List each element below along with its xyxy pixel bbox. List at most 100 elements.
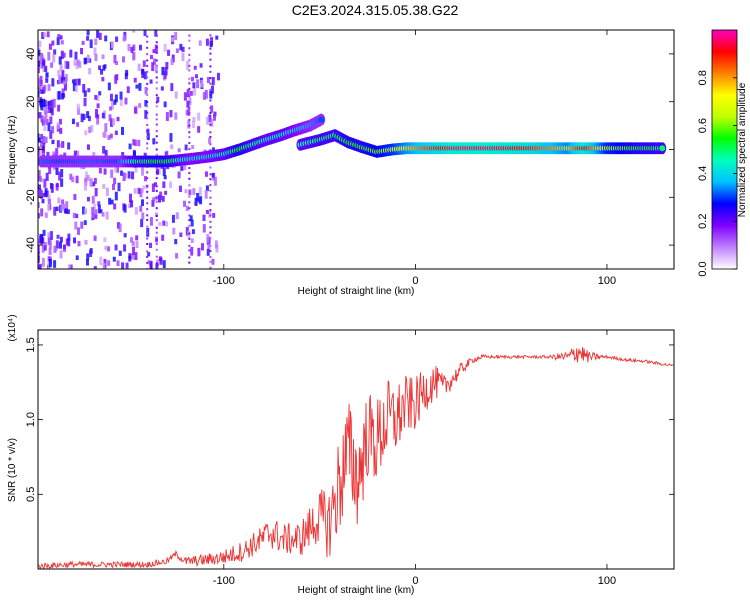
spectrogram-speckle	[134, 207, 138, 215]
spectrogram-speckle	[56, 140, 60, 148]
spectrogram-speckle	[153, 58, 157, 65]
spectrogram-speckle	[188, 207, 191, 210]
spectrogram-speckle	[55, 167, 59, 176]
spectrogram-speckle	[62, 80, 66, 85]
spectrogram-speckle	[155, 113, 158, 116]
spectrogram-speckle	[38, 175, 42, 182]
spectrogram-speckle	[129, 193, 133, 203]
spectrogram-speckle	[191, 145, 195, 150]
spectrogram-speckle	[190, 238, 194, 243]
spectrogram-speckle	[87, 115, 91, 122]
spectrogram-speckle	[188, 77, 191, 80]
spectrogram-speckle	[96, 30, 100, 38]
spectrogram-speckle	[48, 43, 52, 50]
spectrogram-speckle	[69, 173, 73, 180]
spectrogram-speckle	[185, 226, 189, 236]
spectrogram-speckle	[155, 101, 158, 104]
colorbar-tick-label: 0.4	[697, 166, 709, 181]
spectrogram-speckle	[82, 206, 86, 215]
spectrogram-speckle	[104, 35, 108, 42]
spectrogram-speckle	[109, 93, 113, 102]
spectrogram-speckle	[188, 189, 192, 196]
spectrogram-trace-point	[318, 116, 325, 123]
spectrogram-speckle	[80, 113, 84, 123]
spectrogram-speckle	[76, 150, 80, 158]
spectrogram-speckle	[111, 118, 115, 126]
spectrogram-speckle	[63, 82, 67, 91]
spectrogram-speckle	[43, 99, 47, 107]
spectrogram-speckle	[155, 255, 158, 258]
spectrogram-speckle	[209, 88, 212, 91]
spectrogram-speckle	[116, 116, 120, 122]
spectrogram-speckle	[78, 61, 82, 68]
spectrogram-speckle	[209, 226, 212, 229]
spectrogram-speckle	[46, 31, 50, 38]
spectrogram-speckle	[146, 255, 149, 258]
spectrogram-speckle	[165, 221, 169, 227]
spectrogram-speckle	[209, 184, 212, 187]
spectrogram-speckle	[169, 109, 173, 118]
snr-x-label: Height of straight line (km)	[298, 585, 415, 596]
spectrogram-speckle	[121, 262, 125, 269]
spectrogram-y-tick-label: -40	[25, 237, 37, 253]
spectrogram-speckle	[174, 31, 178, 41]
spectrogram-speckle	[210, 119, 214, 127]
spectrogram-speckle	[206, 248, 210, 256]
spectrogram-speckle	[199, 63, 203, 68]
spectrogram-speckle	[209, 112, 212, 115]
spectrogram-speckle	[146, 202, 149, 205]
spectrogram-speckle	[209, 107, 212, 110]
spectrogram-speckle	[146, 190, 149, 193]
spectrogram-speckle	[102, 184, 106, 189]
spectrogram-speckle	[116, 222, 120, 229]
spectrogram-speckle	[209, 173, 212, 176]
spectrogram-speckle	[209, 118, 212, 121]
spectrogram-speckle	[128, 143, 132, 150]
spectrogram-speckle	[146, 196, 149, 199]
spectrogram-speckle	[96, 95, 100, 102]
spectrogram-speckle	[103, 168, 107, 175]
spectrogram-speckle	[43, 32, 47, 37]
spectrogram-speckle	[39, 55, 43, 65]
spectrogram-speckle	[38, 40, 42, 47]
spectrogram-speckle	[124, 97, 128, 105]
spectrogram-speckle	[101, 54, 105, 60]
spectrogram-speckle	[155, 130, 158, 133]
spectrogram-speckle	[158, 221, 162, 227]
spectrogram-speckle	[61, 88, 65, 96]
spectrogram-speckle	[38, 239, 40, 245]
spectrogram-speckle	[170, 83, 174, 92]
spectrogram-speckle	[104, 245, 108, 251]
spectrogram-speckle	[146, 250, 149, 253]
chart-title: C2E3.2024.315.05.38.G22	[291, 2, 459, 18]
spectrogram-speckle	[71, 118, 75, 125]
spectrogram-speckle	[206, 116, 210, 125]
spectrogram-speckle	[155, 141, 158, 144]
spectrogram-speckle	[163, 43, 167, 52]
spectrogram-speckle	[94, 53, 98, 62]
spectrogram-speckle	[206, 233, 210, 243]
spectrogram-speckle	[62, 244, 66, 250]
spectrogram-speckle	[144, 110, 148, 119]
spectrogram-speckle	[67, 238, 71, 247]
spectrogram-speckle	[188, 59, 191, 62]
spectrogram-speckle	[93, 47, 97, 56]
spectrogram-speckle	[87, 88, 91, 93]
snr-axes: -100 0 100 0.5 1.0 1.5	[25, 330, 674, 587]
snr-x-tick-label: 0	[412, 575, 418, 587]
spectrogram-speckle	[39, 143, 43, 150]
spectrogram-speckle	[44, 111, 48, 119]
snr-y-tick-label: 0.5	[25, 487, 37, 502]
spectrogram-speckle	[65, 73, 69, 82]
spectrogram-speckle	[38, 213, 41, 219]
spectrogram-speckle	[60, 78, 64, 83]
spectrogram-speckle	[152, 49, 156, 54]
spectrogram-speckle	[188, 148, 191, 151]
spectrogram-speckle	[187, 120, 191, 129]
spectrogram-speckle	[209, 135, 212, 138]
spectrogram-speckle	[113, 203, 117, 210]
spectrogram-speckle	[81, 40, 85, 45]
spectrogram-speckle	[175, 48, 179, 54]
spectrogram-speckle	[38, 184, 41, 190]
